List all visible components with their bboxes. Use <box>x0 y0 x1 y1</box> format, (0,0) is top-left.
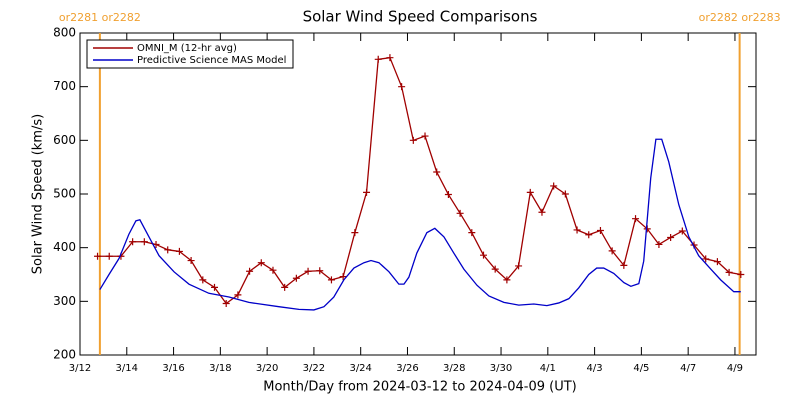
data-point <box>713 258 721 266</box>
annotation: or2282 or2283 <box>699 11 781 24</box>
data-point <box>479 251 487 259</box>
data-point <box>187 257 195 265</box>
data-point <box>620 261 628 269</box>
x-tick-label: 3/24 <box>349 363 371 374</box>
data-point <box>327 276 335 284</box>
data-point <box>608 247 616 255</box>
data-point <box>409 136 417 144</box>
data-point <box>725 268 733 276</box>
data-point <box>398 83 406 91</box>
data-point <box>456 209 464 217</box>
annotation: or2281 or2282 <box>59 11 141 24</box>
x-tick-label: 3/14 <box>116 363 138 374</box>
data-point <box>444 191 452 199</box>
x-tick-label: 4/3 <box>587 363 603 374</box>
x-tick-label: 3/12 <box>69 363 91 374</box>
y-tick-label: 500 <box>53 187 76 201</box>
data-point <box>304 267 312 275</box>
legend: OMNI_M (12-hr avg)Predictive Science MAS… <box>86 39 294 69</box>
series-line <box>97 56 741 305</box>
x-tick-label: 3/22 <box>303 363 325 374</box>
data-point <box>667 233 675 241</box>
x-tick-label: 3/28 <box>443 363 465 374</box>
data-point <box>222 299 230 307</box>
data-point <box>491 265 499 273</box>
y-tick-label: 200 <box>53 348 76 362</box>
x-tick-label: 3/30 <box>490 363 512 374</box>
legend-label: OMNI_M (12-hr avg) <box>137 43 237 54</box>
y-tick-label: 800 <box>53 26 76 40</box>
data-point <box>433 168 441 176</box>
x-tick-label: 4/7 <box>680 363 696 374</box>
data-point <box>526 188 534 196</box>
data-point <box>702 255 710 263</box>
data-point <box>386 54 394 62</box>
x-tick-label: 3/26 <box>396 363 418 374</box>
x-axis-label: Month/Day from 2024-03-12 to 2024-04-09 … <box>263 380 576 395</box>
data-point <box>339 273 347 281</box>
x-tick-label: 3/16 <box>162 363 184 374</box>
data-point <box>129 238 137 246</box>
data-point <box>363 188 371 196</box>
series-line <box>99 138 741 311</box>
data-point <box>210 283 218 291</box>
data-point <box>164 246 172 254</box>
data-point <box>550 182 558 190</box>
data-point <box>596 226 604 234</box>
y-axis-label: Solar Wind Speed (km/s) <box>31 114 46 274</box>
data-point <box>292 274 300 282</box>
y-tick-label: 400 <box>53 240 76 254</box>
data-point <box>199 276 207 284</box>
data-point <box>269 266 277 274</box>
data-point <box>281 283 289 291</box>
y-tick-label: 600 <box>53 133 76 147</box>
data-point <box>468 229 476 237</box>
data-point <box>737 271 745 278</box>
chart-title: Solar Wind Speed Comparisons <box>303 8 538 26</box>
data-point <box>678 227 686 235</box>
data-point <box>246 267 254 275</box>
data-point <box>585 231 593 239</box>
data-point <box>175 247 183 255</box>
data-point <box>351 229 359 237</box>
data-point <box>538 208 546 216</box>
data-point <box>421 132 429 140</box>
x-tick-label: 3/20 <box>256 363 278 374</box>
data-point <box>515 262 523 270</box>
data-point <box>140 238 148 246</box>
data-point <box>503 276 511 284</box>
y-tick-label: 300 <box>53 294 76 308</box>
x-tick-label: 3/18 <box>209 363 231 374</box>
data-point <box>374 55 382 63</box>
y-tick-label: 700 <box>53 79 76 93</box>
x-tick-label: 4/9 <box>727 363 743 374</box>
data-point <box>316 267 324 275</box>
x-tick-label: 4/1 <box>540 363 556 374</box>
data-point <box>632 215 640 223</box>
legend-box <box>86 39 294 69</box>
legend-label: Predictive Science MAS Model <box>137 55 286 66</box>
x-tick-label: 4/5 <box>633 363 649 374</box>
data-point <box>257 259 265 267</box>
data-point <box>573 226 581 234</box>
data-point <box>94 252 102 260</box>
data-point <box>655 240 663 248</box>
data-point <box>561 190 569 198</box>
data-point <box>234 291 242 299</box>
data-point <box>105 252 113 260</box>
